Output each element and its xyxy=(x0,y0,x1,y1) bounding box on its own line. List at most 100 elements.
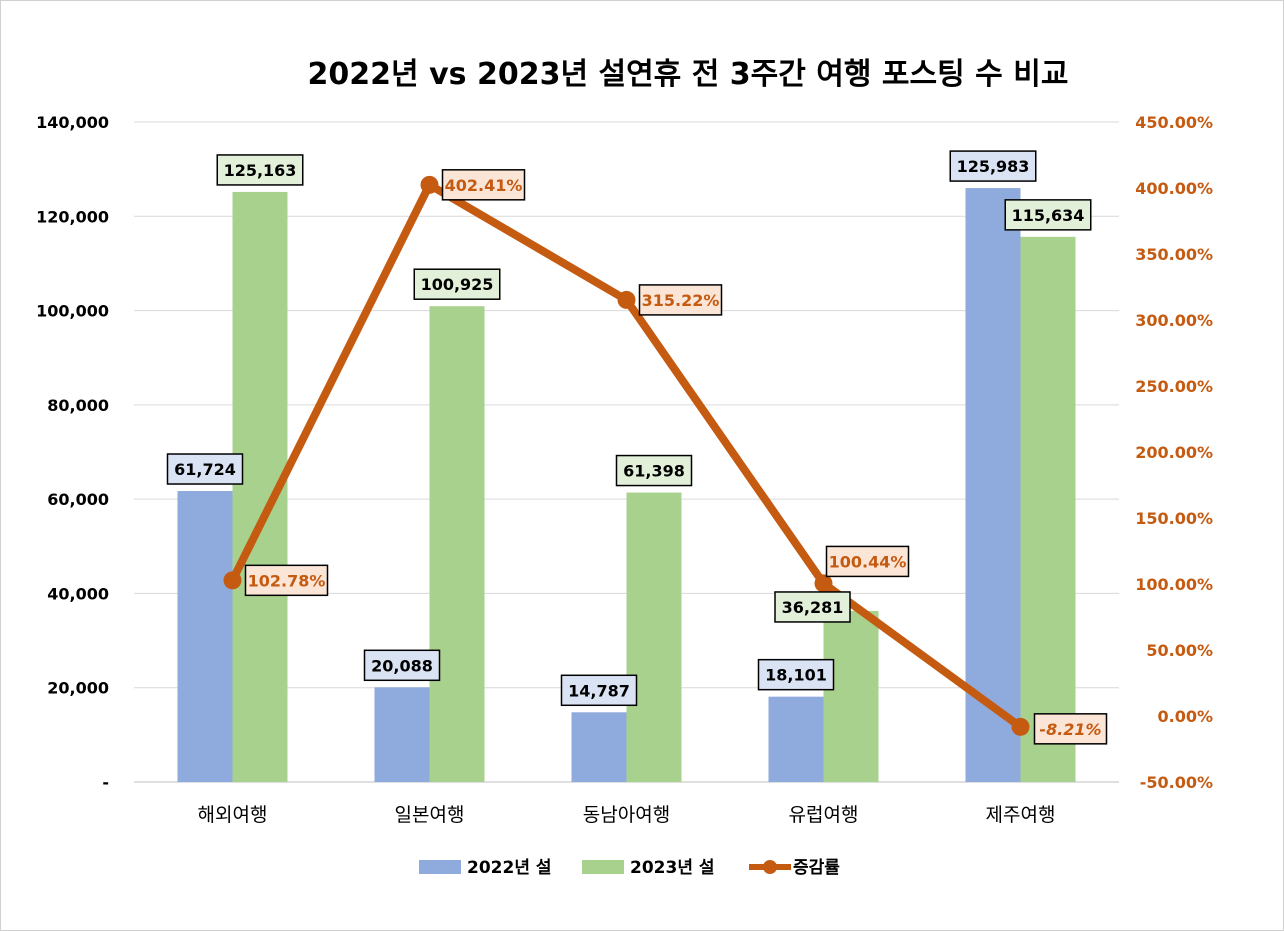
data-label-box xyxy=(638,284,723,316)
bar-series xyxy=(177,188,1076,782)
left-tick-label: 60,000 xyxy=(47,490,109,509)
legend-label: 증감률 xyxy=(793,858,840,878)
data-label-box xyxy=(774,591,851,623)
data-label-text: 61,398 xyxy=(623,462,685,481)
rate-point xyxy=(617,290,636,309)
data-label-box xyxy=(413,268,501,300)
data-label: 36,281 xyxy=(774,591,851,623)
data-label: 125,163 xyxy=(216,154,304,186)
legend: 2022년 설 2023년 설 증감률 xyxy=(419,858,840,878)
x-tick-label: 제주여행 xyxy=(986,804,1056,826)
data-label-text: 115,634 xyxy=(1012,206,1085,225)
x-tick-label: 해외여행 xyxy=(198,804,268,826)
right-tick-label: 200.00% xyxy=(1135,443,1213,462)
left-tick-label: 20,000 xyxy=(47,679,109,698)
data-label: 100.44% xyxy=(825,545,910,578)
legend-swatch xyxy=(419,860,461,874)
data-label: 125,983 xyxy=(949,150,1037,182)
data-label-text: 36,281 xyxy=(782,598,844,617)
data-label: 402.41% xyxy=(441,169,526,201)
data-label-text: -8.21% xyxy=(1039,720,1101,739)
data-label: 102.78% xyxy=(244,564,329,597)
bar-data-labels: 61,724 20,088 14,787 18,101 125,983 125,163 10… xyxy=(166,150,1092,707)
legend-label: 2022년 설 xyxy=(467,858,552,878)
data-label: 115,634 xyxy=(1004,199,1092,231)
right-tick-label: -50.00% xyxy=(1140,773,1213,792)
left-tick-label: 140,000 xyxy=(36,113,109,132)
bar-2023 xyxy=(823,610,879,782)
data-label-box xyxy=(1033,713,1108,745)
data-label-box xyxy=(441,169,526,201)
data-label-box xyxy=(757,658,835,691)
right-tick-label: 100.00% xyxy=(1135,575,1213,594)
x-tick-label: 유럽여행 xyxy=(789,804,859,826)
x-tick-label: 일본여행 xyxy=(395,804,465,826)
left-tick-label: 120,000 xyxy=(36,207,109,226)
line-data-labels: 102.78% 402.41% 315.22% 100.44% -8.21% xyxy=(244,169,1108,745)
bar-2022 xyxy=(571,712,627,782)
data-label-text: 125,983 xyxy=(957,157,1030,176)
right-tick-label: 250.00% xyxy=(1135,377,1213,396)
data-label: 14,787 xyxy=(560,674,638,707)
data-label-box xyxy=(244,564,329,597)
rate-point xyxy=(420,175,439,194)
bar-2022 xyxy=(374,687,430,782)
data-label: 61,398 xyxy=(615,454,693,487)
bar-2022 xyxy=(965,188,1021,782)
data-label-text: 61,724 xyxy=(174,460,236,479)
data-label: 315.22% xyxy=(638,284,723,316)
data-label-box xyxy=(949,150,1037,182)
left-y-axis: - 20,000 40,000 60,000 80,000 100,000 120,000 1… xyxy=(36,113,109,792)
right-tick-label: 300.00% xyxy=(1135,311,1213,330)
data-label-text: 315.22% xyxy=(642,291,720,310)
bar-2022 xyxy=(768,696,824,782)
data-label-text: 102.78% xyxy=(248,571,326,590)
left-tick-label: 40,000 xyxy=(47,584,109,603)
bar-2023 xyxy=(1020,236,1076,782)
left-tick-label: 80,000 xyxy=(47,396,109,415)
x-tick-label: 동남아여행 xyxy=(583,804,670,826)
chart-title: 2022년 vs 2023년 설연휴 전 3주간 여행 포스팅 수 비교 xyxy=(308,57,1069,92)
data-label: 20,088 xyxy=(363,649,441,682)
rate-point xyxy=(223,571,242,590)
left-tick-label: 100,000 xyxy=(36,302,109,321)
data-label-text: 125,163 xyxy=(224,161,297,180)
data-label-text: 18,101 xyxy=(765,666,827,685)
bar-2022 xyxy=(177,491,233,782)
line-series xyxy=(223,175,1030,736)
right-tick-label: 50.00% xyxy=(1146,641,1213,660)
data-label: 61,724 xyxy=(166,453,244,485)
data-label-text: 100.44% xyxy=(829,552,907,571)
data-label-box xyxy=(363,649,441,682)
left-tick-label: - xyxy=(102,773,109,792)
bar-2023 xyxy=(626,492,682,782)
data-label: 18,101 xyxy=(757,658,835,691)
data-label-box xyxy=(166,453,244,485)
right-y-axis: -50.00% 0.00% 50.00% 100.00% 150.00% 200.00% 2… xyxy=(1135,113,1213,792)
data-label-box xyxy=(825,545,910,578)
right-tick-label: 400.00% xyxy=(1135,179,1213,198)
data-label-text: 14,787 xyxy=(568,681,630,700)
legend-label: 2023년 설 xyxy=(630,858,715,878)
data-label-box xyxy=(615,454,693,487)
right-tick-label: 450.00% xyxy=(1135,113,1213,132)
data-label-box xyxy=(560,674,638,707)
data-label: 100,925 xyxy=(413,268,501,300)
data-label-box xyxy=(216,154,304,186)
right-tick-label: 0.00% xyxy=(1157,707,1213,726)
data-label-box xyxy=(1004,199,1092,231)
legend-swatch xyxy=(582,860,624,874)
bar-2023 xyxy=(429,306,485,782)
data-label: -8.21% xyxy=(1033,713,1108,745)
data-label-text: 402.41% xyxy=(445,176,523,195)
x-axis-categories: 해외여행 일본여행 동남아여행 유럽여행 제주여행 xyxy=(198,804,1056,826)
right-tick-label: 150.00% xyxy=(1135,509,1213,528)
legend-line-marker xyxy=(763,860,777,874)
right-tick-label: 350.00% xyxy=(1135,245,1213,264)
data-label-text: 20,088 xyxy=(371,656,433,675)
data-label-text: 100,925 xyxy=(421,275,494,294)
rate-point xyxy=(1011,717,1030,736)
rate-point xyxy=(814,574,833,593)
